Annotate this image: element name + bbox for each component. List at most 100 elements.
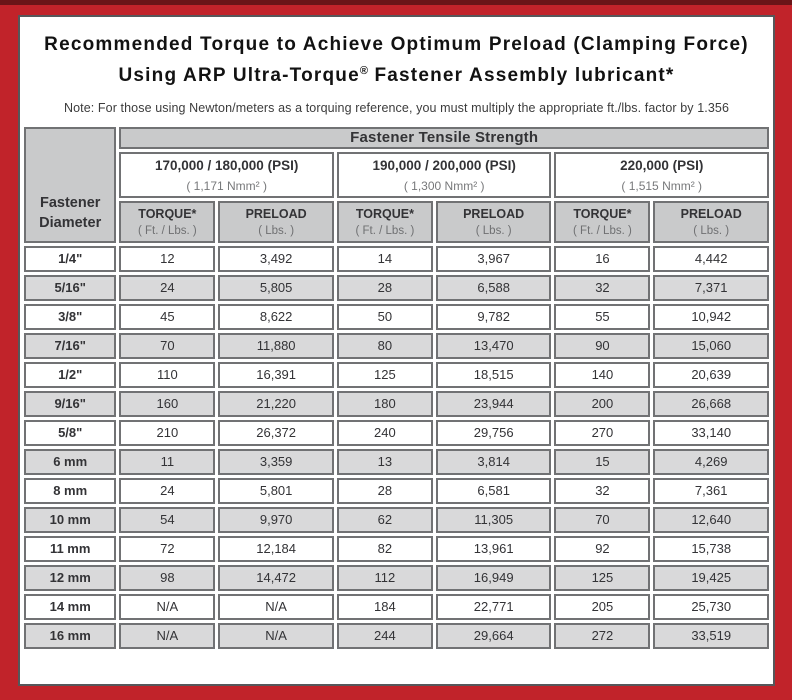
table-cell: 62 [336,506,433,533]
table-cell: 244 [336,622,433,649]
psi-group-220: 220,000 (PSI) ( 1,515 Nmm² ) [554,151,769,198]
table-cell: 180 [336,390,433,417]
table-row: 9/16" 160 21,220 180 23,944 200 26,668 [24,390,769,417]
psi-group-190-200: 190,000 / 200,000 (PSI) ( 1,300 Nmm² ) [336,151,552,198]
page-title: Recommended Torque to Achieve Optimum Pr… [21,30,772,92]
table-cell: 240 [336,419,433,446]
table-cell: 5,805 [218,274,334,301]
row-header-diameter-cell: 14 mm [24,593,117,620]
table-cell: 272 [554,622,651,649]
table-cell: 11,305 [435,506,552,533]
row-header-diameter-cell: 1/2" [24,361,117,388]
table-cell: 29,664 [435,622,552,649]
row-header-diameter-cell: 8 mm [24,477,117,504]
table-cell: 125 [554,564,651,591]
torque-column-header: TORQUE* ( Ft. / Lbs. ) [336,200,433,243]
table-cell: 45 [119,303,216,330]
title-line-2: Using ARP Ultra-Torque® Fastener Assembl… [118,64,675,86]
table-cell: N/A [218,593,334,620]
torque-preload-header-row: TORQUE* ( Ft. / Lbs. ) PRELOAD ( Lbs. ) … [24,200,769,243]
psi-label: 190,000 / 200,000 (PSI) [372,158,516,174]
table-cell: 184 [336,593,433,620]
table-cell: 82 [336,535,433,562]
table-row: 11 mm 72 12,184 82 13,961 92 15,738 [24,535,769,562]
table-row: 8 mm 24 5,801 28 6,581 32 7,361 [24,477,769,504]
row-header-diameter-cell: 1/4" [24,245,117,272]
psi-group-header-row: 170,000 / 180,000 (PSI) ( 1,171 Nmm² ) 1… [24,151,769,198]
table-row: 1/2" 110 16,391 125 18,515 140 20,639 [24,361,769,388]
psi-group-170-180: 170,000 / 180,000 (PSI) ( 1,171 Nmm² ) [119,151,334,198]
table-cell: N/A [119,622,216,649]
table-cell: 210 [119,419,216,446]
table-row: 7/16" 70 11,880 80 13,470 90 15,060 [24,332,769,359]
table-row: 5/8" 210 26,372 240 29,756 270 33,140 [24,419,769,446]
table-cell: 21,220 [218,390,334,417]
table-row: 3/8" 45 8,622 50 9,782 55 10,942 [24,303,769,330]
table-cell: 32 [554,477,651,504]
table-cell: 92 [554,535,651,562]
table-cell: 33,519 [653,622,769,649]
frame-top-dark-strip [0,0,792,5]
table-cell: 110 [119,361,216,388]
table-cell: 25,730 [653,593,769,620]
table-cell: 15,060 [653,332,769,359]
table-cell: 3,967 [435,245,552,272]
table-cell: 6,588 [435,274,552,301]
table-cell: 13,470 [435,332,552,359]
table-cell: 54 [119,506,216,533]
table-cell: 24 [119,274,216,301]
row-header-diameter-cell: 5/8" [24,419,117,446]
table-cell: 14,472 [218,564,334,591]
torque-column-header: TORQUE* ( Ft. / Lbs. ) [119,200,216,243]
table-cell: 16,949 [435,564,552,591]
table-cell: 19,425 [653,564,769,591]
row-header-diameter-cell: 5/16" [24,274,117,301]
torque-column-header: TORQUE* ( Ft. / Lbs. ) [554,200,651,243]
table-cell: 3,359 [218,448,334,475]
tensile-strength-header-row: Fastener Diameter Fastener Tensile Stren… [24,126,769,243]
table-cell: 3,492 [218,245,334,272]
table-row: 10 mm 54 9,970 62 11,305 70 12,640 [24,506,769,533]
table-cell: 12,640 [653,506,769,533]
table-cell: 28 [336,477,433,504]
tensile-strength-header: Fastener Tensile Strength [119,126,769,149]
row-header-diameter-cell: 10 mm [24,506,117,533]
table-row: 5/16" 24 5,805 28 6,588 32 7,371 [24,274,769,301]
table-cell: 270 [554,419,651,446]
table-cell: 13,961 [435,535,552,562]
table-cell: 200 [554,390,651,417]
preload-column-header: PRELOAD ( Lbs. ) [435,200,552,243]
preload-column-header: PRELOAD ( Lbs. ) [653,200,769,243]
table-cell: 16,391 [218,361,334,388]
table-cell: 5,801 [218,477,334,504]
table-cell: 22,771 [435,593,552,620]
table-cell: 16 [554,245,651,272]
table-cell: 10,942 [653,303,769,330]
table-cell: 23,944 [435,390,552,417]
diameter-column-header: Fastener Diameter [24,126,117,243]
table-cell: 125 [336,361,433,388]
row-header-diameter-cell: 7/16" [24,332,117,359]
row-header-diameter-cell: 12 mm [24,564,117,591]
table-cell: 11 [119,448,216,475]
table-cell: 7,361 [653,477,769,504]
table-cell: 7,371 [653,274,769,301]
table-cell: 9,970 [218,506,334,533]
table-cell: 15 [554,448,651,475]
table-row: 12 mm 98 14,472 112 16,949 125 19,425 [24,564,769,591]
table-cell: 18,515 [435,361,552,388]
table-cell: 14 [336,245,433,272]
registered-trademark-symbol: ® [359,64,368,77]
table-cell: 80 [336,332,433,359]
table-cell: 24 [119,477,216,504]
table-row: 14 mm N/A N/A 184 22,771 205 25,730 [24,593,769,620]
table-cell: 140 [554,361,651,388]
row-header-diameter-cell: 9/16" [24,390,117,417]
table-cell: 33,140 [653,419,769,446]
table-cell: 55 [554,303,651,330]
row-header-diameter-cell: 6 mm [24,448,117,475]
table-cell: 90 [554,332,651,359]
preload-column-header: PRELOAD ( Lbs. ) [218,200,334,243]
torque-preload-table: Fastener Diameter Fastener Tensile Stren… [21,124,772,652]
table-row: 6 mm 11 3,359 13 3,814 15 4,269 [24,448,769,475]
